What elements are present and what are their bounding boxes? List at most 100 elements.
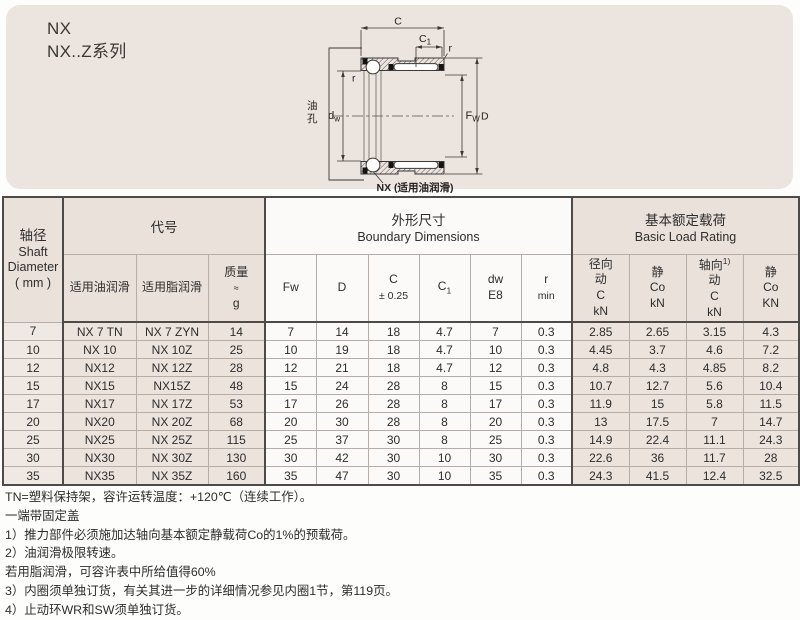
cell-r0-c9: 0.3: [520, 321, 573, 341]
cell-r8-c7: 10: [418, 466, 471, 486]
cell-r7-c2: NX 30Z: [135, 448, 209, 467]
cell-r5-c4: 20: [264, 412, 317, 431]
series-name: NX: [47, 19, 72, 38]
header-mass: 质量 ≈ g: [207, 254, 266, 323]
cell-r0-c3: 14: [207, 321, 266, 341]
cell-r6-c7: 8: [418, 430, 471, 449]
dim-fw-label: FW: [466, 110, 481, 124]
cell-r1-c7: 4.7: [418, 340, 471, 359]
header-grease-lubrication: 适用脂润滑: [135, 254, 209, 323]
cell-r1-c10: 4.45: [571, 340, 630, 359]
table-row: 20 NX20 NX 20Z 68 20 30 28 8 20 0.3 13 17.5 7 14.7: [2, 412, 800, 431]
header-c1: C1: [418, 254, 471, 323]
cell-r4-c9: 0.3: [520, 394, 573, 413]
table-row: 15 NX15 NX15Z 48 15 24 28 8 15 0.3 10.7 12.7 5.6 10.4: [2, 376, 800, 395]
header-panel: NX NX..Z系列: [6, 5, 793, 194]
dim-d-label: D: [481, 111, 489, 123]
cell-r3-c10: 10.7: [571, 376, 630, 395]
diagram-caption: NX (适用油润滑): [377, 181, 454, 194]
footnotes: TN=塑料保持架，容许运转温度：+120℃（连续工作）。 一端带固定盖 1）推力…: [5, 488, 797, 620]
header-axial-static: 静 Co KN: [742, 254, 800, 323]
cell-r6-c3: 115: [207, 430, 266, 449]
cell-r0-c0: 7: [2, 321, 64, 341]
cell-r1-c11: 3.7: [628, 340, 687, 359]
cell-r4-c7: 8: [418, 394, 471, 413]
cell-r5-c5: 30: [315, 412, 369, 431]
cell-r2-c1: NX12: [62, 358, 137, 377]
cell-r8-c5: 47: [315, 466, 369, 486]
cell-r4-c0: 17: [2, 394, 64, 413]
cell-r1-c3: 25: [207, 340, 266, 359]
cell-r6-c11: 22.4: [628, 430, 687, 449]
cell-r5-c3: 68: [207, 412, 266, 431]
cell-r1-c13: 7.2: [742, 340, 800, 359]
cell-r7-c0: 30: [2, 448, 64, 467]
cell-r0-c10: 2.85: [571, 321, 630, 341]
cell-r1-c12: 4.6: [685, 340, 744, 359]
header-group-basic-load-rating: 基本额定载荷 Basic Load Rating: [571, 196, 800, 255]
thrust-ball-top: [365, 59, 381, 75]
cell-r3-c8: 15: [469, 376, 522, 395]
cell-r4-c4: 17: [264, 394, 317, 413]
note-line-1: 一端带固定盖: [5, 508, 80, 523]
group-header-row: 轴径 Shaft Diameter ( mm ) 代号 外形尺寸 Boundar…: [2, 196, 800, 323]
cell-r0-c6: 18: [367, 321, 420, 341]
cell-r7-c11: 36: [628, 448, 687, 467]
header-r-min: r min: [520, 254, 573, 323]
cell-r8-c0: 35: [2, 466, 64, 486]
bearing-body: [332, 57, 454, 175]
cell-r8-c3: 160: [207, 466, 266, 486]
cell-r5-c12: 7: [685, 412, 744, 431]
cell-r8-c12: 12.4: [685, 466, 744, 486]
cell-r5-c9: 0.3: [520, 412, 573, 431]
cell-r5-c1: NX20: [62, 412, 137, 431]
cell-r1-c0: 10: [2, 340, 64, 359]
header-group-boundary-dimensions: 外形尺寸 Boundary Dimensions: [264, 196, 573, 255]
cell-r8-c13: 32.5: [742, 466, 800, 486]
bearing-dimension-table: 轴径 Shaft Diameter ( mm ) 代号 外形尺寸 Boundar…: [2, 196, 800, 486]
table-row: 7 NX 7 TN NX 7 ZYN 14 7 14 18 4.7 7 0.3 2.85 2.65 3.…: [2, 321, 800, 341]
cell-r5-c13: 14.7: [742, 412, 800, 431]
cell-r5-c11: 17.5: [628, 412, 687, 431]
cell-r2-c6: 18: [367, 358, 420, 377]
dim-c1-label: C1: [419, 33, 432, 47]
header-radial-static: 静 Co kN: [628, 254, 687, 323]
cell-r4-c6: 28: [367, 394, 420, 413]
cell-r4-c8: 17: [469, 394, 522, 413]
note-line-2: 1）推力部件必须施加达轴向基本额定静载荷Co的1%的预载荷。: [5, 527, 356, 542]
cell-r5-c0: 20: [2, 412, 64, 431]
cell-r1-c2: NX 10Z: [135, 340, 209, 359]
cell-r5-c8: 20: [469, 412, 522, 431]
cell-r8-c4: 35: [264, 466, 317, 486]
note-line-5: 3）内圈须单独订货，有关其进一步的详细情况参见内圈1节，第119页。: [5, 583, 398, 598]
cell-r1-c4: 10: [264, 340, 317, 359]
cell-r8-c11: 41.5: [628, 466, 687, 486]
cell-r0-c11: 2.65: [628, 321, 687, 341]
cell-r3-c2: NX15Z: [135, 376, 209, 395]
cell-r7-c6: 30: [367, 448, 420, 467]
cell-r0-c5: 14: [315, 321, 369, 341]
note-line-4: 若用脂润滑，可容许表中所给值得60%: [5, 565, 216, 580]
cage-seals: [362, 58, 444, 174]
table-body: 7 NX 7 TN NX 7 ZYN 14 7 14 18 4.7 7 0.3 2.85 2.65 3.…: [2, 321, 800, 486]
table-row: 17 NX17 NX 17Z 53 17 26 28 8 17 0.3 11.9 15 5.8 11.5: [2, 394, 800, 413]
cell-r5-c6: 28: [367, 412, 420, 431]
cell-r0-c12: 3.15: [685, 321, 744, 341]
cell-r3-c1: NX15: [62, 376, 137, 395]
cell-r8-c1: NX35: [62, 466, 137, 486]
cell-r3-c11: 12.7: [628, 376, 687, 395]
cell-r1-c5: 19: [315, 340, 369, 359]
dim-r-top-label: r: [449, 43, 453, 55]
bearing-cross-section-diagram: C C1 r r 油 孔 dw FW D NX (适用油润滑): [307, 16, 489, 195]
cell-r2-c11: 4.3: [628, 358, 687, 377]
cell-r7-c4: 30: [264, 448, 317, 467]
cell-r7-c12: 11.7: [685, 448, 744, 467]
cell-r6-c6: 30: [367, 430, 420, 449]
header-shaft-diameter: 轴径 Shaft Diameter ( mm ): [2, 196, 64, 323]
cell-r0-c7: 4.7: [418, 321, 471, 341]
cell-r2-c2: NX 12Z: [135, 358, 209, 377]
cell-r2-c4: 12: [264, 358, 317, 377]
header-radial-dynamic: 径向 动 C kN: [571, 254, 630, 323]
cell-r5-c10: 13: [571, 412, 630, 431]
note-line-3: 2）油润滑极限转速。: [5, 546, 124, 561]
